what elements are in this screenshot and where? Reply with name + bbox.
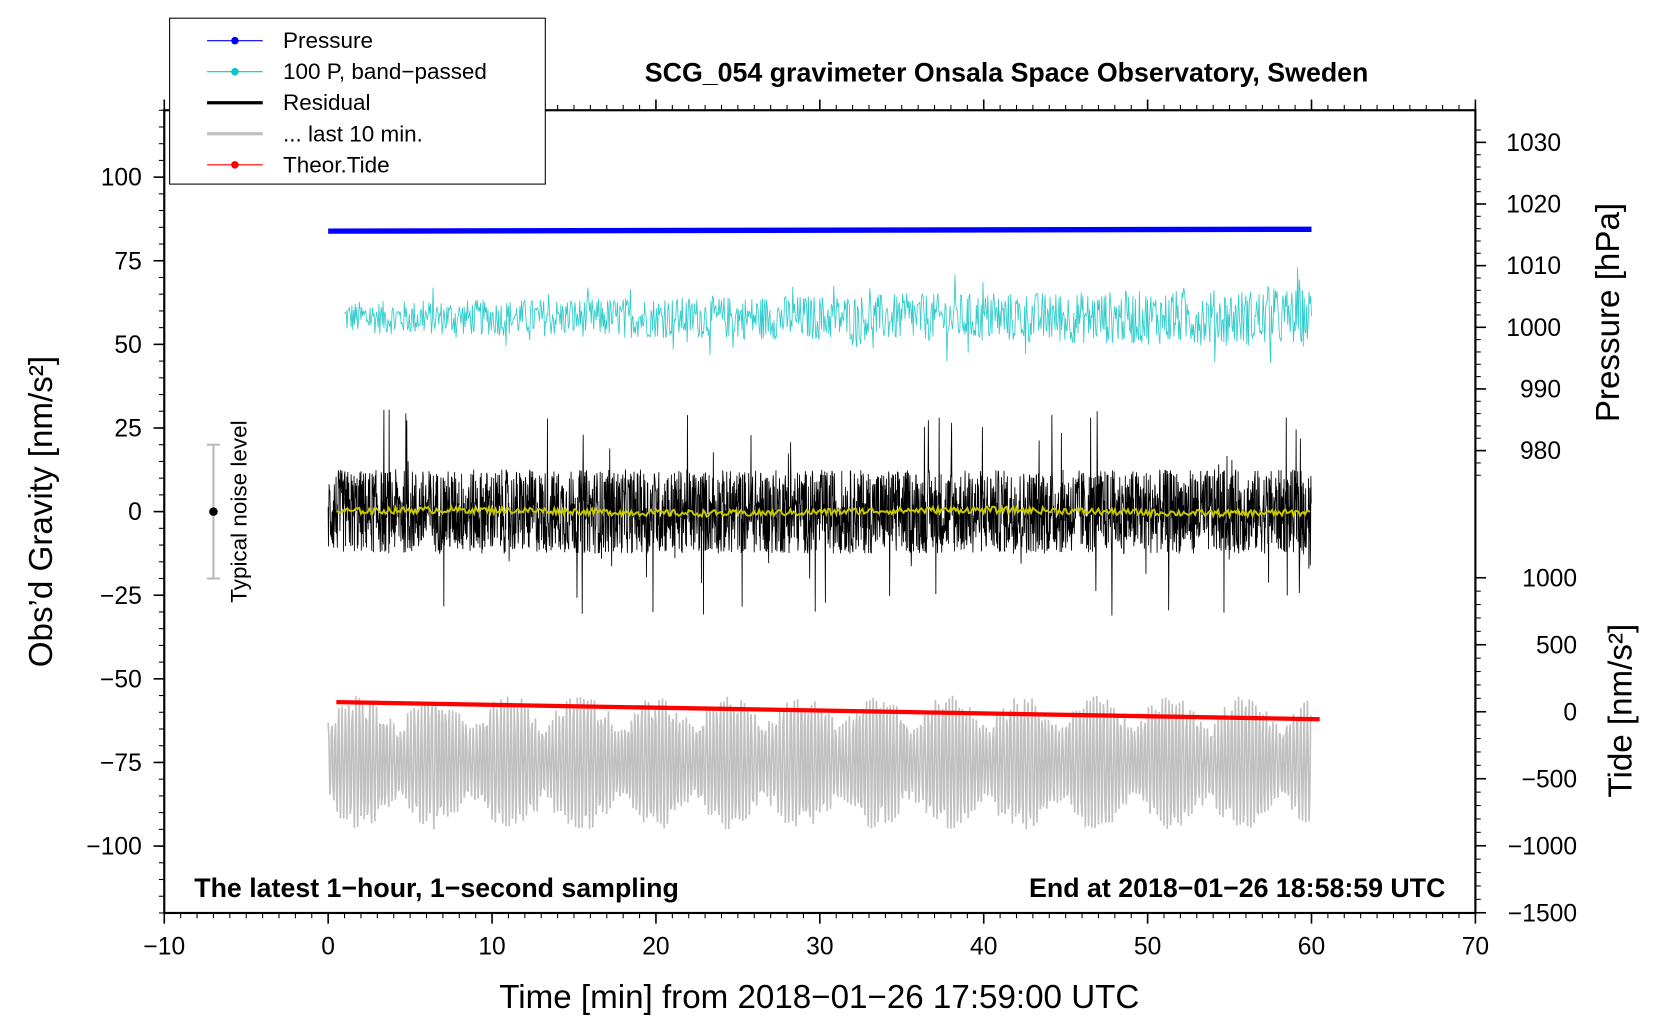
tide-tick-label: −1000 <box>1508 833 1577 860</box>
residual-smoothed-series <box>336 503 1311 520</box>
pressure-series <box>328 226 1312 234</box>
legend: Pressure 100 P, band−passed Residual ... la… <box>169 17 546 185</box>
tide-tick-label: 500 <box>1536 632 1577 659</box>
pressure-axis-label: Pressure [hPa] <box>1590 203 1627 422</box>
tide-tick-label: 1000 <box>1522 565 1577 592</box>
legend-label: Pressure <box>283 28 373 53</box>
pressure-tick-label: 1000 <box>1506 315 1561 342</box>
x-tick-label: 50 <box>1134 934 1161 961</box>
left-tick-label: −75 <box>100 750 142 777</box>
left-tick-label: 25 <box>114 416 141 443</box>
left-tick-label: 100 <box>101 165 142 192</box>
x-tick-label: 40 <box>970 934 997 961</box>
chart-title: SCG_054 gravimeter Onsala Space Observat… <box>645 57 1369 87</box>
left-tick-label: 75 <box>114 248 141 275</box>
last-10-min-series <box>327 695 1312 830</box>
left-tick-label: −50 <box>100 666 142 693</box>
x-tick-label: 20 <box>642 934 669 961</box>
tide-axis-label: Tide [nm/s²] <box>1603 624 1640 798</box>
x-axis-label: Time [min] from 2018−01−26 17:59:00 UTC <box>499 979 1139 1016</box>
theoretical-tide-series <box>336 699 1320 722</box>
tide-tick-label: 0 <box>1563 699 1577 726</box>
tide-tick-label: −500 <box>1522 766 1577 793</box>
x-tick-label: 10 <box>478 934 505 961</box>
left-axis-label: Obs’d Gravity [nm/s²] <box>23 356 60 667</box>
pressure-tick-label: 1020 <box>1506 192 1561 219</box>
x-tick-label: 60 <box>1298 934 1325 961</box>
left-tick-label: −25 <box>100 583 142 610</box>
x-tick-label: 0 <box>321 934 335 961</box>
pressure-tick-label: 990 <box>1520 377 1561 404</box>
pressure-tick-label: 1010 <box>1506 253 1561 280</box>
legend-label: ... last 10 min. <box>283 121 423 146</box>
x-tick-label: −10 <box>143 934 185 961</box>
left-tick-label: −100 <box>86 834 141 861</box>
tide-tick-label: −1500 <box>1508 900 1577 927</box>
noise-level-bar <box>207 443 220 580</box>
legend-label: Residual <box>283 90 370 115</box>
x-tick-label: 30 <box>806 934 833 961</box>
left-tick-label: 0 <box>128 499 142 526</box>
annotation-right: End at 2018−01−26 18:58:59 UTC <box>1029 873 1445 903</box>
legend-label: 100 P, band−passed <box>283 59 487 84</box>
pressure-tick-label: 1030 <box>1506 130 1561 157</box>
noise-level-label: Typical noise level <box>227 420 252 602</box>
legend-marker <box>231 36 239 45</box>
pressure-tick-label: 980 <box>1520 438 1561 465</box>
legend-marker <box>231 161 239 169</box>
x-tick-label: 70 <box>1462 934 1489 961</box>
band-passed-pressure-series <box>344 267 1312 363</box>
noise-bar-dot <box>209 507 218 516</box>
legend-label: Theor.Tide <box>283 152 390 177</box>
legend-marker <box>231 67 239 76</box>
annotation-left: The latest 1−hour, 1−second sampling <box>194 873 679 903</box>
left-tick-label: 50 <box>114 332 141 359</box>
